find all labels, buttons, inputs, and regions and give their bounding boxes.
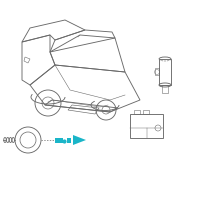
Polygon shape bbox=[73, 135, 86, 145]
Bar bbox=[67, 138, 71, 143]
Bar bbox=[134, 110, 140, 114]
Bar bbox=[159, 59, 171, 85]
Bar bbox=[55, 138, 63, 143]
Bar bbox=[130, 114, 163, 138]
Bar bbox=[143, 110, 149, 114]
Bar bbox=[162, 85, 168, 93]
